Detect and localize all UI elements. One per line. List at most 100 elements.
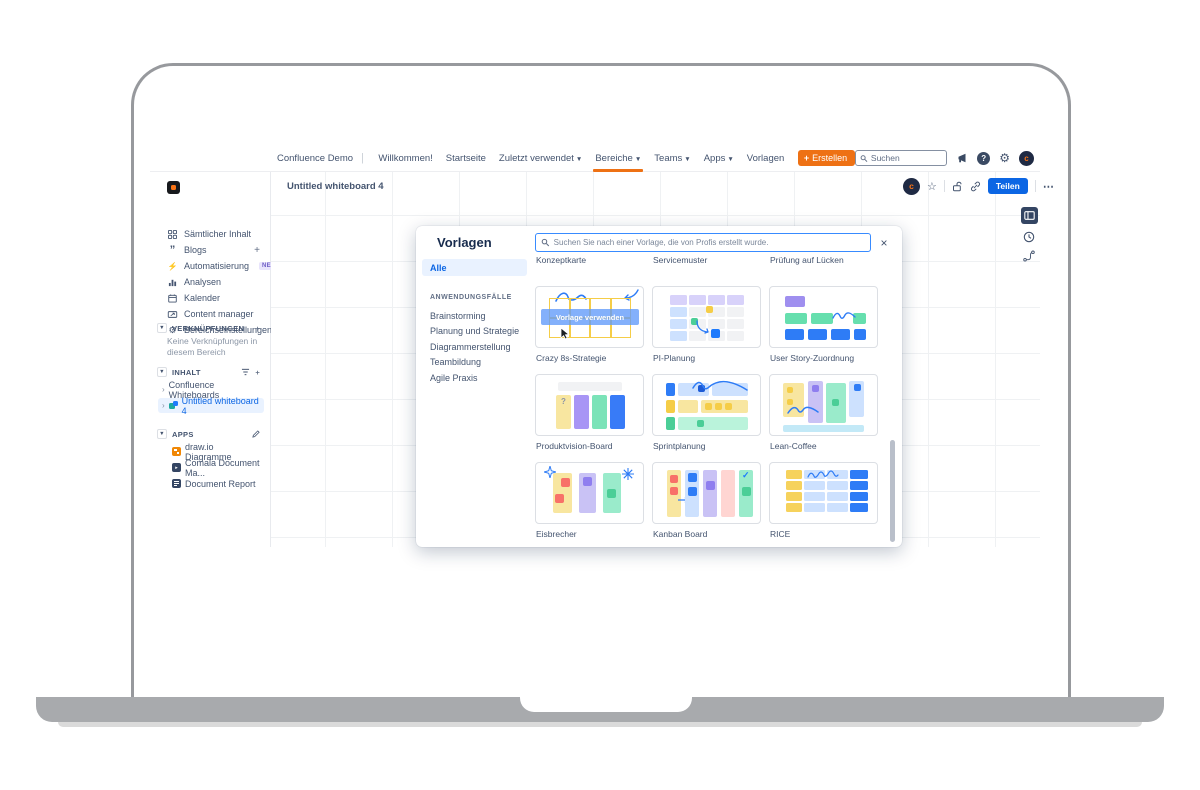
scribble-icon — [555, 292, 587, 302]
snowflake-icon — [622, 468, 634, 480]
space-logo-mark — [171, 185, 176, 190]
category-diagrammerstellung[interactable]: Diagrammerstellung — [430, 341, 511, 352]
add-blog-icon[interactable]: + — [254, 244, 260, 256]
history-clock-icon[interactable] — [1023, 231, 1035, 243]
scribble-icon — [692, 381, 748, 391]
use-template-overlay[interactable]: Vorlage verwenden — [541, 309, 639, 325]
section-verknuepfungen[interactable]: ▼ VERKNÜPFUNGEN + — [150, 320, 270, 336]
help-icon[interactable]: ? — [977, 151, 991, 165]
template-card-kanban[interactable]: ✓ — [652, 462, 761, 524]
template-search[interactable] — [535, 233, 871, 252]
calendar-icon — [168, 293, 177, 303]
section-inhalt[interactable]: ▼ INHALT + — [150, 364, 270, 380]
nav-item-willkommen[interactable]: Willkommen! — [378, 152, 433, 164]
settings-gear-icon[interactable]: ⚙ — [999, 151, 1010, 165]
tree-item-document-report[interactable]: Document Report — [158, 476, 264, 491]
tree-item-comala[interactable]: ▸ Comala Document Ma... — [158, 458, 264, 478]
scribble-icon — [832, 312, 856, 319]
chevron-down-icon[interactable]: ▼ — [157, 429, 167, 439]
space-logo[interactable] — [167, 181, 180, 194]
sidebar-item-saemtlicher-inhalt[interactable]: Sämtlicher Inhalt — [150, 226, 270, 242]
template-label: Prüfung auf Lücken — [770, 255, 844, 265]
template-label: Produktvision-Board — [536, 441, 613, 451]
template-search-input[interactable] — [553, 238, 865, 247]
nav-item-apps[interactable]: Apps ▼ — [703, 152, 734, 164]
dialog-scrollbar[interactable] — [890, 440, 895, 542]
add-content-icon[interactable]: + — [255, 367, 260, 377]
cursor-icon — [560, 327, 570, 340]
chevron-down-icon[interactable]: ▼ — [157, 367, 167, 377]
sidebar-item-blogs[interactable]: ” Blogs + — [150, 242, 270, 258]
template-card-crazy-8s[interactable]: Vorlage verwenden — [535, 286, 644, 348]
board-title: Untitled whiteboard 4 — [287, 181, 384, 192]
add-link-icon[interactable]: + — [255, 323, 260, 333]
topnav-icons: ? ⚙ c — [957, 150, 1034, 166]
template-card-produktvision[interactable]: ? — [535, 374, 644, 436]
template-card-pi-planung[interactable] — [652, 286, 761, 348]
drawio-icon — [172, 447, 181, 456]
templates-dialog: Vorlagen × Alle ANWENDUNGSFÄLLE Brainsto… — [416, 226, 902, 547]
template-label: Crazy 8s-Strategie — [536, 353, 607, 363]
category-alle[interactable]: Alle — [422, 259, 527, 276]
category-agile-praxis[interactable]: Agile Praxis — [430, 372, 478, 383]
tree-item-untitled-whiteboard[interactable]: › Untitled whiteboard 4 — [158, 396, 264, 416]
templates-button[interactable] — [1020, 207, 1038, 224]
megaphone-icon[interactable] — [957, 153, 968, 164]
connector-flow-icon[interactable] — [1023, 250, 1035, 262]
comala-icon: ▸ — [172, 463, 181, 472]
template-label: Konzeptkarte — [536, 255, 587, 265]
template-card-sprintplanung[interactable] — [652, 374, 761, 436]
dialog-title: Vorlagen — [437, 235, 492, 250]
template-card-user-story[interactable] — [769, 286, 878, 348]
template-label: Lean-Coffee — [770, 441, 817, 451]
nav-item-zuletzt-verwendet[interactable]: Zuletzt verwendet ▼ — [498, 152, 583, 164]
chevron-down-icon: ▼ — [575, 155, 583, 163]
unlock-icon[interactable] — [952, 181, 963, 192]
global-search-input[interactable] — [870, 153, 943, 163]
close-icon[interactable]: × — [880, 236, 888, 250]
star-icon[interactable]: ☆ — [927, 180, 937, 193]
sidebar-item-kalender[interactable]: Kalender — [150, 290, 270, 306]
tree-item-drawio[interactable]: draw.io Diagramme — [158, 442, 264, 462]
template-label: Sprintplanung — [653, 441, 706, 451]
brand[interactable]: Confluence Demo — [277, 152, 354, 164]
tree-item-confluence-whiteboards[interactable]: › Confluence Whiteboards — [162, 379, 220, 400]
share-button[interactable]: Teilen — [987, 178, 1028, 194]
chevron-down-icon: ▼ — [634, 155, 642, 163]
nav-divider: | — [361, 152, 364, 164]
sidebar-item-analysen[interactable]: Analysen — [150, 274, 270, 290]
nav-item-teams[interactable]: Teams ▼ — [654, 152, 691, 164]
more-options-icon[interactable]: ⋯ — [1042, 180, 1054, 193]
category-planung-und-strategie[interactable]: Planung und Strategie — [430, 326, 520, 337]
plus-icon: + — [803, 153, 810, 163]
space-sidebar: Sämtlicher Inhalt ” Blogs + ⚡ Automatisi… — [150, 172, 279, 547]
template-card-eisbrecher[interactable] — [535, 462, 644, 524]
sidebar-item-bereichseinstellungen[interactable]: ⚙ Bereichseinstellungen — [168, 324, 273, 336]
global-search[interactable] — [855, 150, 948, 166]
template-icon — [1023, 211, 1035, 220]
space-avatar[interactable]: c — [903, 177, 920, 195]
sidebar-item-content-manager[interactable]: Content manager — [150, 306, 270, 322]
pencil-icon[interactable] — [252, 430, 260, 438]
nav-item-startseite[interactable]: Startseite — [445, 152, 486, 164]
template-categories: Alle ANWENDUNGSFÄLLE Brainstorming Planu… — [422, 259, 527, 386]
template-card-lean-coffee[interactable] — [769, 374, 878, 436]
filter-icon[interactable] — [241, 368, 250, 376]
laptop-notch — [520, 697, 692, 712]
quote-icon: ” — [169, 244, 176, 256]
content-manager-icon — [167, 310, 178, 318]
category-teambildung[interactable]: Teambildung — [430, 357, 482, 368]
section-apps[interactable]: ▼ APPS — [150, 426, 270, 442]
scribble-icon — [787, 406, 819, 414]
user-avatar[interactable]: c — [1019, 150, 1034, 166]
sidebar-item-automatisierung[interactable]: ⚡ Automatisierung NEU — [150, 258, 279, 274]
category-brainstorming[interactable]: Brainstorming — [430, 310, 486, 321]
nav-item-vorlagen[interactable]: Vorlagen — [746, 152, 785, 164]
nav-item-bereiche[interactable]: Bereiche ▼ — [593, 152, 644, 172]
grid-icon — [168, 229, 177, 239]
link-icon[interactable] — [970, 181, 981, 192]
template-card-rice[interactable] — [769, 462, 878, 524]
neu-badge: NEU — [259, 262, 279, 270]
create-button[interactable]: + Erstellen — [797, 150, 856, 166]
chevron-down-icon[interactable]: ▼ — [157, 323, 167, 333]
